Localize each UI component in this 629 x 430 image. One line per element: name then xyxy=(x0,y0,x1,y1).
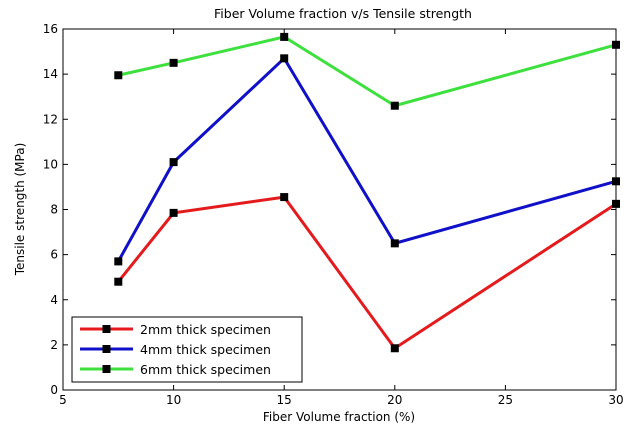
data-point xyxy=(114,257,123,266)
data-point xyxy=(114,277,123,286)
data-point xyxy=(390,344,399,353)
y-tick-label: 14 xyxy=(43,67,58,81)
data-point xyxy=(169,158,178,167)
legend-marker xyxy=(102,365,111,373)
legend-label: 4mm thick specimen xyxy=(140,342,271,357)
y-tick-label: 10 xyxy=(43,157,58,171)
data-point xyxy=(612,40,620,49)
legend-label: 6mm thick specimen xyxy=(140,362,271,377)
y-tick-label: 0 xyxy=(50,383,58,397)
legend: 2mm thick specimen 4mm thick specimen 6mm … xyxy=(71,316,303,383)
data-point xyxy=(169,58,178,67)
x-tick-label: 5 xyxy=(59,393,67,407)
x-tick-label: 30 xyxy=(608,393,623,407)
chart-title: Fiber Volume fraction v/s Tensile streng… xyxy=(214,6,472,21)
x-tick-label: 20 xyxy=(387,393,402,407)
legend-items: 2mm thick specimen 4mm thick specimen 6mm … xyxy=(80,322,271,377)
legend-marker xyxy=(102,345,111,353)
x-tick-label: 15 xyxy=(277,393,292,407)
x-tick-label: 10 xyxy=(166,393,181,407)
x-axis-label: Fiber Volume fraction (%) xyxy=(263,410,415,424)
data-point xyxy=(114,71,123,80)
data-point xyxy=(280,193,289,202)
data-point xyxy=(612,177,620,186)
x-tick-label: 25 xyxy=(498,393,513,407)
legend-marker xyxy=(102,325,111,333)
series-layer xyxy=(114,32,620,353)
y-tick-label: 16 xyxy=(43,22,58,36)
y-axis-label: Tensile strength (MPa) xyxy=(13,143,27,277)
y-tick-label: 4 xyxy=(50,293,58,307)
legend-label: 2mm thick specimen xyxy=(140,322,271,337)
y-tick-label: 2 xyxy=(50,338,58,352)
data-point xyxy=(390,239,399,248)
data-point xyxy=(390,101,399,110)
data-point xyxy=(280,54,289,63)
data-point xyxy=(169,208,178,217)
data-point xyxy=(612,199,620,208)
y-tick-label: 12 xyxy=(43,112,58,126)
y-tick-label: 8 xyxy=(50,203,58,217)
axis-ticks: 5 10 15 20 25 30 0 2 4 6 8 10 12 14 16 xyxy=(43,22,624,407)
y-tick-label: 6 xyxy=(50,248,58,262)
data-point xyxy=(280,32,289,41)
